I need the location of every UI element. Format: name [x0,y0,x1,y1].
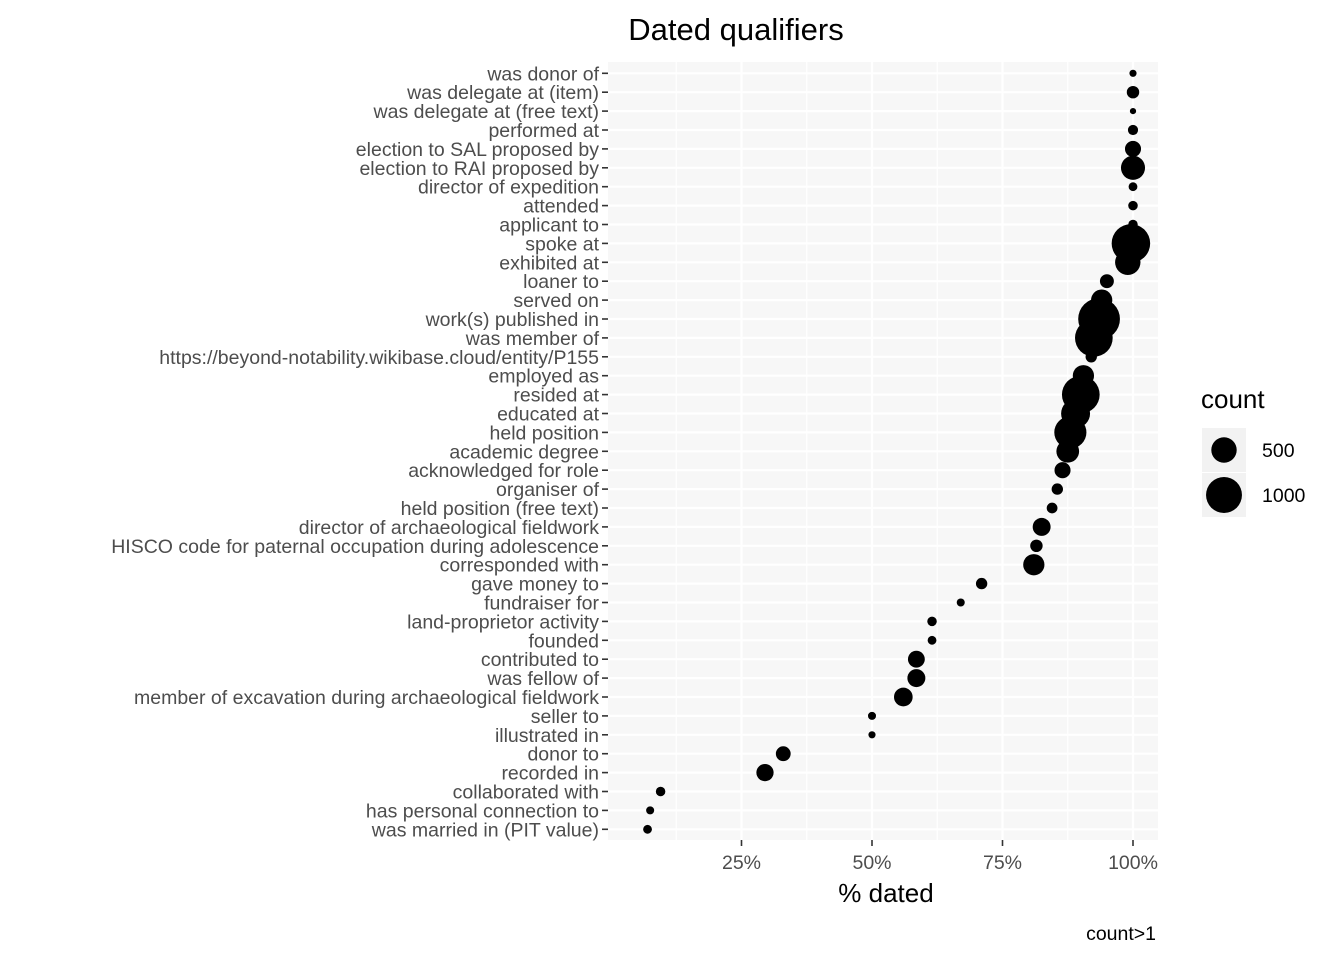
data-point [1115,249,1141,275]
data-point [646,806,655,815]
data-point [1128,182,1138,192]
data-point [1054,416,1087,449]
y-tick-label: was fellow of [486,668,599,690]
data-point [893,687,913,707]
data-point [1030,539,1043,553]
y-tick-label: has personal connection to [366,800,599,822]
y-tick-label: held position [490,422,600,444]
y-tick-label: was donor of [486,63,599,85]
legend: count 500 1000 [1201,384,1306,517]
y-tick-label: was married in (PIT value) [371,819,599,841]
data-point [1023,554,1045,576]
data-point [1129,107,1137,115]
y-tick-label: exhibited at [499,252,599,274]
chart-title: Dated qualifiers [628,12,843,47]
y-tick-label: spoke at [525,233,599,255]
y-tick-label: applicant to [499,215,599,237]
data-point [1054,462,1071,479]
data-point [975,577,988,590]
data-point [1129,69,1137,77]
y-tick-label: academic degree [449,441,599,463]
data-point [867,711,877,720]
y-tick-label: collaborated with [453,782,599,804]
data-point [643,824,652,834]
y-tick-label: attended [523,196,599,218]
data-point [868,731,876,739]
data-point [956,598,965,607]
legend-label: 500 [1262,440,1295,462]
data-point [1032,517,1051,536]
x-tick-label: 25% [722,852,761,874]
y-tick-label: member of excavation during archaeologic… [134,687,599,709]
data-point [907,650,925,668]
data-point [1124,140,1142,157]
y-tick-label: HISCO code for paternal occupation durin… [111,536,599,558]
y-tick-label: employed as [488,366,599,388]
y-tick-label: https://beyond-notability.wikibase.cloud… [159,347,599,369]
chart-caption: count>1 [1086,923,1156,945]
y-tick-label: corresponded with [440,555,599,577]
legend-title: count [1201,384,1265,414]
y-tick-label: was delegate at (item) [406,82,599,104]
x-axis-ticks [740,840,1134,846]
y-tick-label: contributed to [481,649,599,671]
y-tick-label: acknowledged for role [408,460,599,482]
y-tick-label: land-proprietor activity [407,611,599,633]
y-tick-label: fundraiser for [484,593,599,615]
data-point [655,786,666,797]
data-point [1046,502,1058,514]
major-gridlines [608,62,1158,840]
data-point [1128,200,1138,211]
data-point [1075,319,1113,357]
data-point [907,669,926,688]
y-tick-label: educated at [497,404,600,426]
y-tick-label: election to RAI proposed by [359,158,599,180]
x-axis-labels: 25% 50% 75% 100% [722,852,1158,874]
data-point [1120,155,1146,180]
y-tick-label: director of archaeological fieldwork [299,517,599,539]
x-axis-title: % dated [838,878,933,908]
x-tick-label: 50% [852,852,891,874]
y-tick-label: served on [513,290,599,312]
y-tick-label: work(s) published in [425,309,599,331]
y-tick-label: recorded in [501,763,599,785]
data-point [927,635,937,645]
y-tick-label: seller to [531,706,599,728]
legend-symbol [1211,437,1237,463]
data-point [1126,85,1140,99]
x-tick-label: 75% [983,852,1022,874]
y-tick-label: gave money to [471,574,599,596]
data-point [1056,439,1080,463]
y-tick-label: loaner to [523,271,599,293]
y-tick-label: illustrated in [495,725,599,747]
y-tick-label: donor to [527,744,599,766]
y-tick-label: was member of [465,328,600,350]
data-point [1127,124,1139,136]
y-tick-label: founded [529,630,600,652]
y-tick-label: organiser of [496,479,600,501]
y-tick-label: election to SAL proposed by [356,139,599,161]
data-point [775,746,791,762]
y-tick-label: was delegate at (free text) [373,101,599,123]
y-tick-label: performed at [488,120,599,142]
data-point [756,763,774,782]
y-tick-label: director of expedition [418,177,599,199]
x-tick-label: 100% [1108,852,1158,874]
data-point [927,616,937,627]
data-point [1051,483,1063,495]
y-tick-label: resided at [513,385,599,407]
data-point [1085,351,1097,363]
legend-entries: 500 1000 [1202,428,1306,517]
data-point [1099,274,1114,289]
data-points [643,69,1151,834]
y-tick-label: held position (free text) [401,498,599,520]
y-axis-ticks [602,72,608,831]
legend-symbol [1206,477,1242,513]
legend-label: 1000 [1262,485,1306,507]
